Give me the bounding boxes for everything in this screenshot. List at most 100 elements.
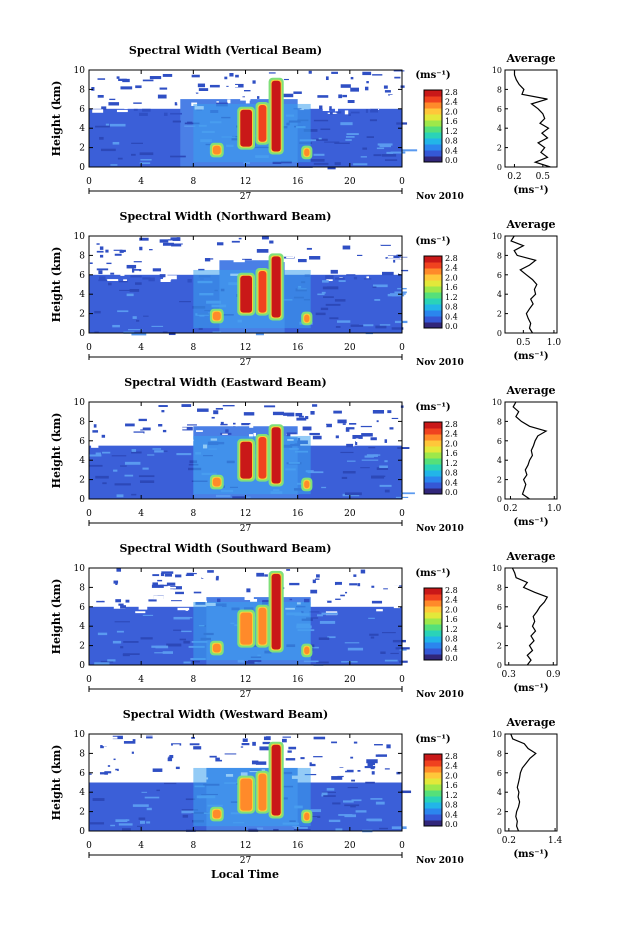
speckle [384, 439, 388, 443]
speckle [139, 237, 149, 241]
speckle [370, 266, 383, 269]
x-tick-label: 8 [190, 509, 196, 519]
speckle [175, 591, 184, 595]
day-label: 27 [240, 192, 252, 202]
speckle [399, 660, 408, 663]
colorbar-swatch [424, 624, 442, 631]
speckle [385, 419, 389, 422]
speckle [224, 753, 237, 755]
colorbar-tick-label: 0.8 [445, 137, 458, 146]
speckle [326, 600, 332, 603]
speckle [245, 660, 255, 664]
profile-y-tick-label: 6 [497, 105, 502, 114]
x-tick-label: 20 [344, 509, 356, 519]
speckle [228, 746, 236, 748]
speckle [146, 735, 155, 737]
speckle [149, 76, 162, 80]
speckle [369, 633, 379, 636]
colorbar-swatch [424, 90, 442, 97]
x-tick-label: 20 [344, 177, 356, 187]
profile-y-tick-label: 10 [492, 564, 502, 573]
speckle [122, 828, 131, 832]
profile-x-tick-label: 1.0 [547, 338, 562, 348]
speckle [306, 749, 314, 753]
colorbar-tick-label: 0.8 [445, 469, 458, 478]
speckle [399, 648, 407, 651]
profile-y-tick-label: 6 [497, 271, 502, 280]
x-tick-label: 8 [190, 343, 196, 353]
speckle [140, 820, 145, 824]
plume-core [258, 104, 267, 142]
speckle [209, 239, 214, 243]
speckle [156, 254, 165, 258]
speckle [131, 493, 137, 496]
speckle [158, 405, 168, 407]
y-tick-label: 2 [79, 642, 85, 652]
speckle [146, 821, 151, 824]
colorbar-tick-label: 2.0 [445, 273, 458, 282]
speckle [219, 589, 227, 593]
y-tick-label: 8 [79, 417, 85, 427]
colorbar-frame [423, 753, 443, 827]
speckle [167, 757, 173, 762]
plume-core [271, 427, 281, 484]
speckle [312, 579, 316, 584]
speckle [321, 486, 327, 489]
colorbar-swatch [424, 316, 442, 323]
speckle [347, 787, 358, 789]
colorbar-swatch [424, 790, 442, 797]
speckle [264, 405, 276, 408]
colorbar-tick-label: 1.6 [445, 283, 458, 292]
colorbar-swatch [424, 256, 442, 263]
speckle [256, 249, 269, 253]
speckle [115, 589, 126, 592]
speckle [371, 75, 382, 77]
speckle [100, 660, 114, 663]
speckle [197, 83, 206, 88]
speckle [298, 415, 304, 418]
speckle [345, 427, 355, 430]
speckle [320, 128, 331, 131]
speckle [96, 403, 102, 406]
speckle [379, 484, 392, 487]
speckle [350, 111, 360, 114]
speckle [398, 95, 404, 98]
speckle [317, 815, 321, 818]
y-tick-label: 6 [79, 603, 85, 613]
speckle [340, 122, 353, 126]
speckle [142, 614, 154, 616]
speckle [207, 570, 214, 573]
speckle [335, 326, 341, 328]
speckle [312, 138, 328, 141]
speckle [257, 96, 260, 99]
speckle [382, 761, 394, 766]
speckle [317, 95, 329, 98]
colorbar-tick-label: 1.2 [445, 293, 458, 302]
speckle [241, 583, 246, 585]
speckle [118, 603, 124, 606]
date-label: Nov 2010 [416, 358, 464, 368]
speckle [308, 70, 312, 74]
speckle [281, 421, 286, 425]
speckle [360, 467, 370, 469]
speckle [281, 403, 287, 405]
y-tick-label: 6 [79, 271, 85, 281]
profile-y-tick-label: 0 [497, 329, 502, 338]
speckle [185, 769, 197, 773]
speckle [283, 78, 289, 81]
average-xlabel: (ms⁻¹) [513, 517, 548, 528]
date-label: Nov 2010 [416, 856, 464, 866]
speckle [286, 256, 294, 259]
speckle [387, 255, 400, 260]
colorbar-swatch [424, 150, 442, 157]
speckle [106, 279, 119, 281]
speckle [160, 82, 164, 86]
speckle [94, 331, 99, 333]
speckle [394, 291, 407, 294]
profile-x-tick-label: 0.2 [503, 504, 517, 514]
speckle [156, 789, 160, 792]
colorbar-tick-label: 2.0 [445, 439, 458, 448]
colorbar-swatch [424, 132, 442, 139]
speckle [122, 653, 130, 657]
speckle [153, 602, 164, 606]
